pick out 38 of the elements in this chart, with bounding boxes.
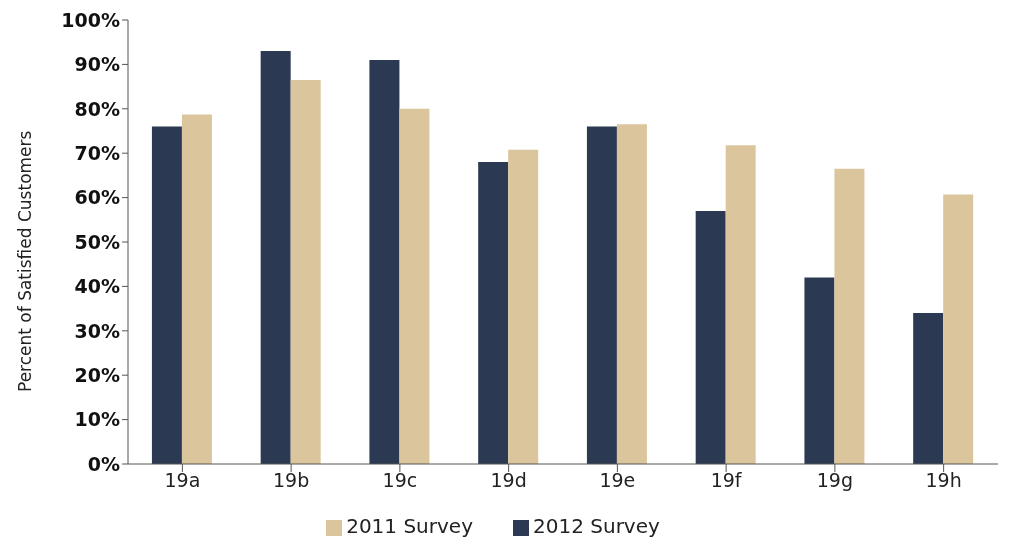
bar <box>151 126 182 464</box>
y-tick-label: 10% <box>74 408 120 431</box>
legend-label: 2011 Survey <box>346 514 473 538</box>
y-tick-label: 70% <box>74 141 120 164</box>
legend-label: 2012 Survey <box>533 514 660 538</box>
bar <box>260 51 291 464</box>
bar <box>290 79 321 464</box>
y-tick-label: 30% <box>74 319 120 342</box>
x-tick-label: 19f <box>710 469 743 492</box>
y-axis-title: Percent of Satisfied Customers <box>15 130 36 392</box>
x-tick-label: 19c <box>382 469 418 492</box>
bar <box>586 126 617 464</box>
y-tick-label: 20% <box>74 363 120 386</box>
x-tick-label: 19d <box>490 469 527 492</box>
bar <box>508 149 539 464</box>
bar <box>695 210 726 464</box>
bar <box>399 108 430 464</box>
x-tick-label: 19g <box>816 469 853 492</box>
bar <box>369 59 400 464</box>
bar <box>616 124 647 464</box>
bar <box>834 168 865 464</box>
y-tick-label: 80% <box>74 97 120 120</box>
y-tick-label: 90% <box>74 53 120 76</box>
y-tick-label: 50% <box>74 230 120 253</box>
x-tick-label: 19h <box>925 469 962 492</box>
bar <box>804 277 835 464</box>
y-tick-label: 60% <box>74 186 120 209</box>
bar <box>913 313 944 464</box>
bar <box>725 145 756 464</box>
bar <box>478 162 509 464</box>
x-tick-label: 19a <box>164 469 201 492</box>
bar <box>943 194 974 464</box>
y-tick-label: 0% <box>87 452 120 475</box>
y-tick-label: 40% <box>74 275 120 298</box>
y-tick-label: 100% <box>61 8 120 31</box>
bar <box>181 114 212 464</box>
x-tick-label: 19e <box>599 469 636 492</box>
x-tick-label: 19b <box>273 469 310 492</box>
